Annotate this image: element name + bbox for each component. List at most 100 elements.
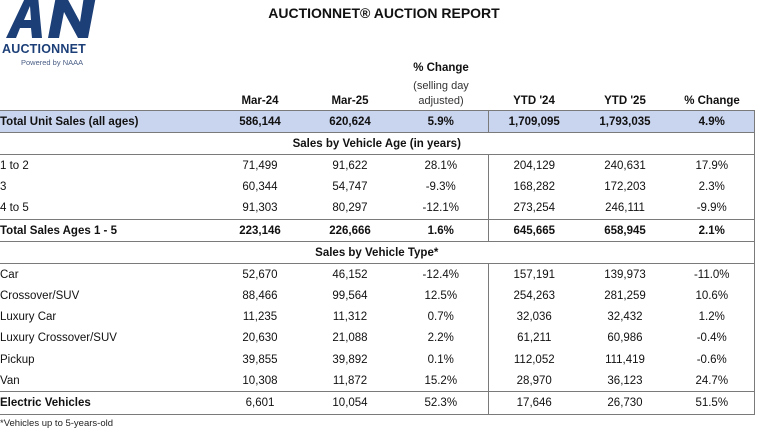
type-section-header: Sales by Vehicle Type* [0, 241, 755, 265]
cell-ytd-pct: 10.6% [670, 285, 755, 307]
cell-mar25: 11,312 [332, 311, 368, 324]
cell-mar24: 223,146 [214, 218, 306, 243]
cell-ytd25: 658,945 [580, 218, 670, 243]
cell-ytd24: 32,036 [487, 306, 580, 328]
cell-mar24: 39,855 [242, 353, 278, 366]
cell-ytd-pct: -11.0% [670, 263, 755, 286]
cell-ytd-pct: 1.2% [670, 306, 755, 328]
cell-ytd-pct: 17.9% [670, 154, 755, 177]
cell-ytd-pct: 51.5% [670, 391, 755, 415]
cell-mar24: 71,499 [242, 159, 278, 172]
cell-pct: 1.6% [394, 218, 488, 243]
auction-report-table: Total Unit Sales (all ages) 586,144 620,… [0, 109, 755, 415]
row-label: Total Unit Sales (all ages) [0, 109, 214, 134]
cell-ytd-pct: -0.4% [670, 327, 755, 350]
cell-ytd-pct: -9.9% [670, 197, 755, 220]
logo-tagline: Powered by NAAA [21, 58, 84, 67]
table-row: Car 52,670 46,152 -12.4% 157,191 139,973… [0, 263, 755, 286]
electric-vehicles-row: Electric Vehicles 6,601 10,054 52.3% 17,… [0, 391, 755, 415]
total-ages-row: Total Sales Ages 1 - 5 223,146 226,666 1… [0, 218, 755, 243]
table-row: 3 60,344 54,747 -9.3% 168,282 172,203 2.… [0, 176, 755, 198]
header-ytd-pct: % Change [684, 95, 740, 107]
cell-mar24: 91,303 [242, 202, 278, 215]
cell-ytd-pct: -0.6% [670, 349, 755, 371]
cell-ytd25: 139,973 [604, 268, 646, 281]
header-ytd25: YTD '25 [604, 95, 646, 107]
header-pct-note-2: adjusted) [418, 95, 464, 107]
cell-pct: 5.9% [394, 109, 488, 134]
cell-mar24: 11,235 [242, 311, 278, 324]
cell-ytd-pct: 2.1% [670, 218, 755, 243]
row-label: Pickup [0, 353, 35, 366]
cell-ytd25: 60,986 [607, 332, 643, 345]
report-title: AUCTIONNET® AUCTION REPORT [268, 5, 500, 21]
table-row: 1 to 2 71,499 91,622 28.1% 204,129 240,6… [0, 154, 755, 177]
cell-mar24: 60,344 [242, 181, 278, 194]
cell-mar25: 620,624 [306, 109, 394, 134]
row-label: Car [0, 268, 19, 281]
cell-mar25: 46,152 [332, 268, 368, 281]
cell-mar25: 11,872 [332, 374, 368, 387]
cell-pct: 15.2% [424, 374, 458, 387]
cell-ytd25: 1,793,035 [580, 109, 670, 134]
table-row: 4 to 5 91,303 80,297 -12.1% 273,254 246,… [0, 197, 755, 220]
cell-ytd25: 111,419 [605, 353, 645, 366]
row-label: 3 [0, 181, 7, 194]
cell-ytd25: 281,259 [604, 290, 646, 303]
row-label: 1 to 2 [0, 159, 29, 172]
cell-mar25: 10,054 [306, 391, 394, 415]
header-mar25: Mar-25 [331, 95, 369, 107]
cell-ytd24: 273,254 [487, 197, 580, 220]
row-label: Crossover/SUV [0, 290, 80, 303]
cell-mar25: 39,892 [332, 353, 368, 366]
cell-mar25: 21,088 [332, 332, 368, 345]
cell-mar24: 10,308 [242, 374, 278, 387]
row-label: Van [0, 374, 20, 387]
header-pct-note-1: (selling day [413, 80, 469, 92]
row-label: 4 to 5 [0, 202, 29, 215]
cell-pct: -12.4% [422, 268, 459, 281]
cell-mar24: 20,630 [242, 332, 278, 345]
cell-ytd24: 1,709,095 [487, 109, 580, 134]
header-ytd24: YTD '24 [513, 95, 555, 107]
cell-pct: 0.7% [427, 311, 454, 324]
cell-ytd-pct: 24.7% [670, 370, 755, 392]
cell-ytd24: 254,263 [487, 285, 580, 307]
cell-pct: -9.3% [425, 181, 456, 194]
cell-ytd24: 204,129 [487, 154, 580, 177]
cell-mar24: 52,670 [242, 268, 278, 281]
cell-ytd-pct: 2.3% [670, 176, 755, 198]
table-row: Crossover/SUV 88,466 99,564 12.5% 254,26… [0, 285, 755, 307]
cell-mar25: 80,297 [332, 202, 368, 215]
an-logo-mark [6, 0, 96, 38]
auctionnet-logo: AUCTIONNET Powered by NAAA [0, 0, 110, 70]
cell-ytd24: 645,665 [487, 218, 580, 243]
cell-ytd24: 112,052 [487, 349, 580, 371]
header-mar24: Mar-24 [241, 95, 279, 107]
cell-ytd24: 28,970 [487, 370, 580, 392]
cell-pct: 28.1% [424, 159, 458, 172]
cell-ytd24: 61,211 [487, 327, 580, 350]
cell-ytd25: 246,111 [605, 202, 645, 215]
cell-pct: 52.3% [394, 391, 488, 415]
cell-mar24: 6,601 [214, 391, 306, 415]
age-section-header: Sales by Vehicle Age (in years) [0, 132, 755, 156]
cell-ytd24: 17,646 [487, 391, 580, 415]
cell-ytd-pct: 4.9% [670, 109, 755, 134]
table-row: Van 10,308 11,872 15.2% 28,970 36,123 24… [0, 370, 755, 392]
table-row: Luxury Crossover/SUV 20,630 21,088 2.2% … [0, 327, 755, 350]
cell-ytd24: 168,282 [487, 176, 580, 198]
cell-ytd25: 32,432 [607, 311, 643, 324]
cell-mar25: 226,666 [306, 218, 394, 243]
header-pct-change: % Change [413, 62, 469, 74]
row-label: Total Sales Ages 1 - 5 [0, 218, 214, 243]
cell-ytd25: 36,123 [607, 374, 643, 387]
table-row: Pickup 39,855 39,892 0.1% 112,052 111,41… [0, 349, 755, 371]
cell-mar25: 54,747 [332, 181, 368, 194]
row-label: Luxury Car [0, 311, 57, 324]
cell-ytd25: 172,203 [604, 181, 646, 194]
section-title: Sales by Vehicle Age (in years) [0, 132, 755, 156]
cell-mar24: 88,466 [242, 290, 278, 303]
cell-pct: -12.1% [422, 202, 459, 215]
cell-mar25: 91,622 [332, 159, 368, 172]
